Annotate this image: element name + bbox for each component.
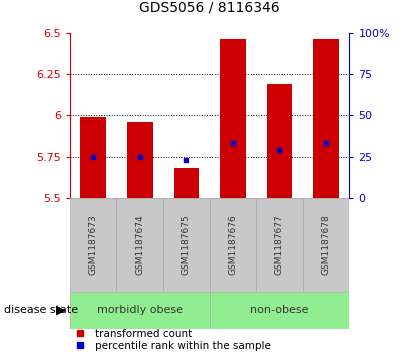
Text: morbidly obese: morbidly obese: [97, 305, 183, 315]
Bar: [303, 198, 349, 292]
Text: GSM1187678: GSM1187678: [321, 215, 330, 276]
Bar: [70, 198, 116, 292]
Bar: [163, 198, 210, 292]
Text: GSM1187677: GSM1187677: [275, 215, 284, 276]
Text: non-obese: non-obese: [250, 305, 309, 315]
Bar: [210, 292, 349, 329]
Bar: [127, 122, 152, 198]
Bar: [70, 292, 210, 329]
Bar: [267, 84, 292, 198]
Text: disease state: disease state: [4, 305, 78, 315]
Text: GSM1187676: GSM1187676: [229, 215, 238, 276]
Text: GDS5056 / 8116346: GDS5056 / 8116346: [139, 0, 280, 15]
Bar: [81, 117, 106, 198]
Text: GSM1187674: GSM1187674: [135, 215, 144, 276]
Bar: [116, 198, 163, 292]
Text: ▶: ▶: [56, 304, 66, 317]
Bar: [220, 39, 246, 198]
Text: GSM1187673: GSM1187673: [89, 215, 98, 276]
Bar: [313, 39, 339, 198]
Legend: transformed count, percentile rank within the sample: transformed count, percentile rank withi…: [70, 329, 271, 351]
Bar: [256, 198, 303, 292]
Text: GSM1187675: GSM1187675: [182, 215, 191, 276]
Bar: [173, 168, 199, 198]
Bar: [210, 198, 256, 292]
